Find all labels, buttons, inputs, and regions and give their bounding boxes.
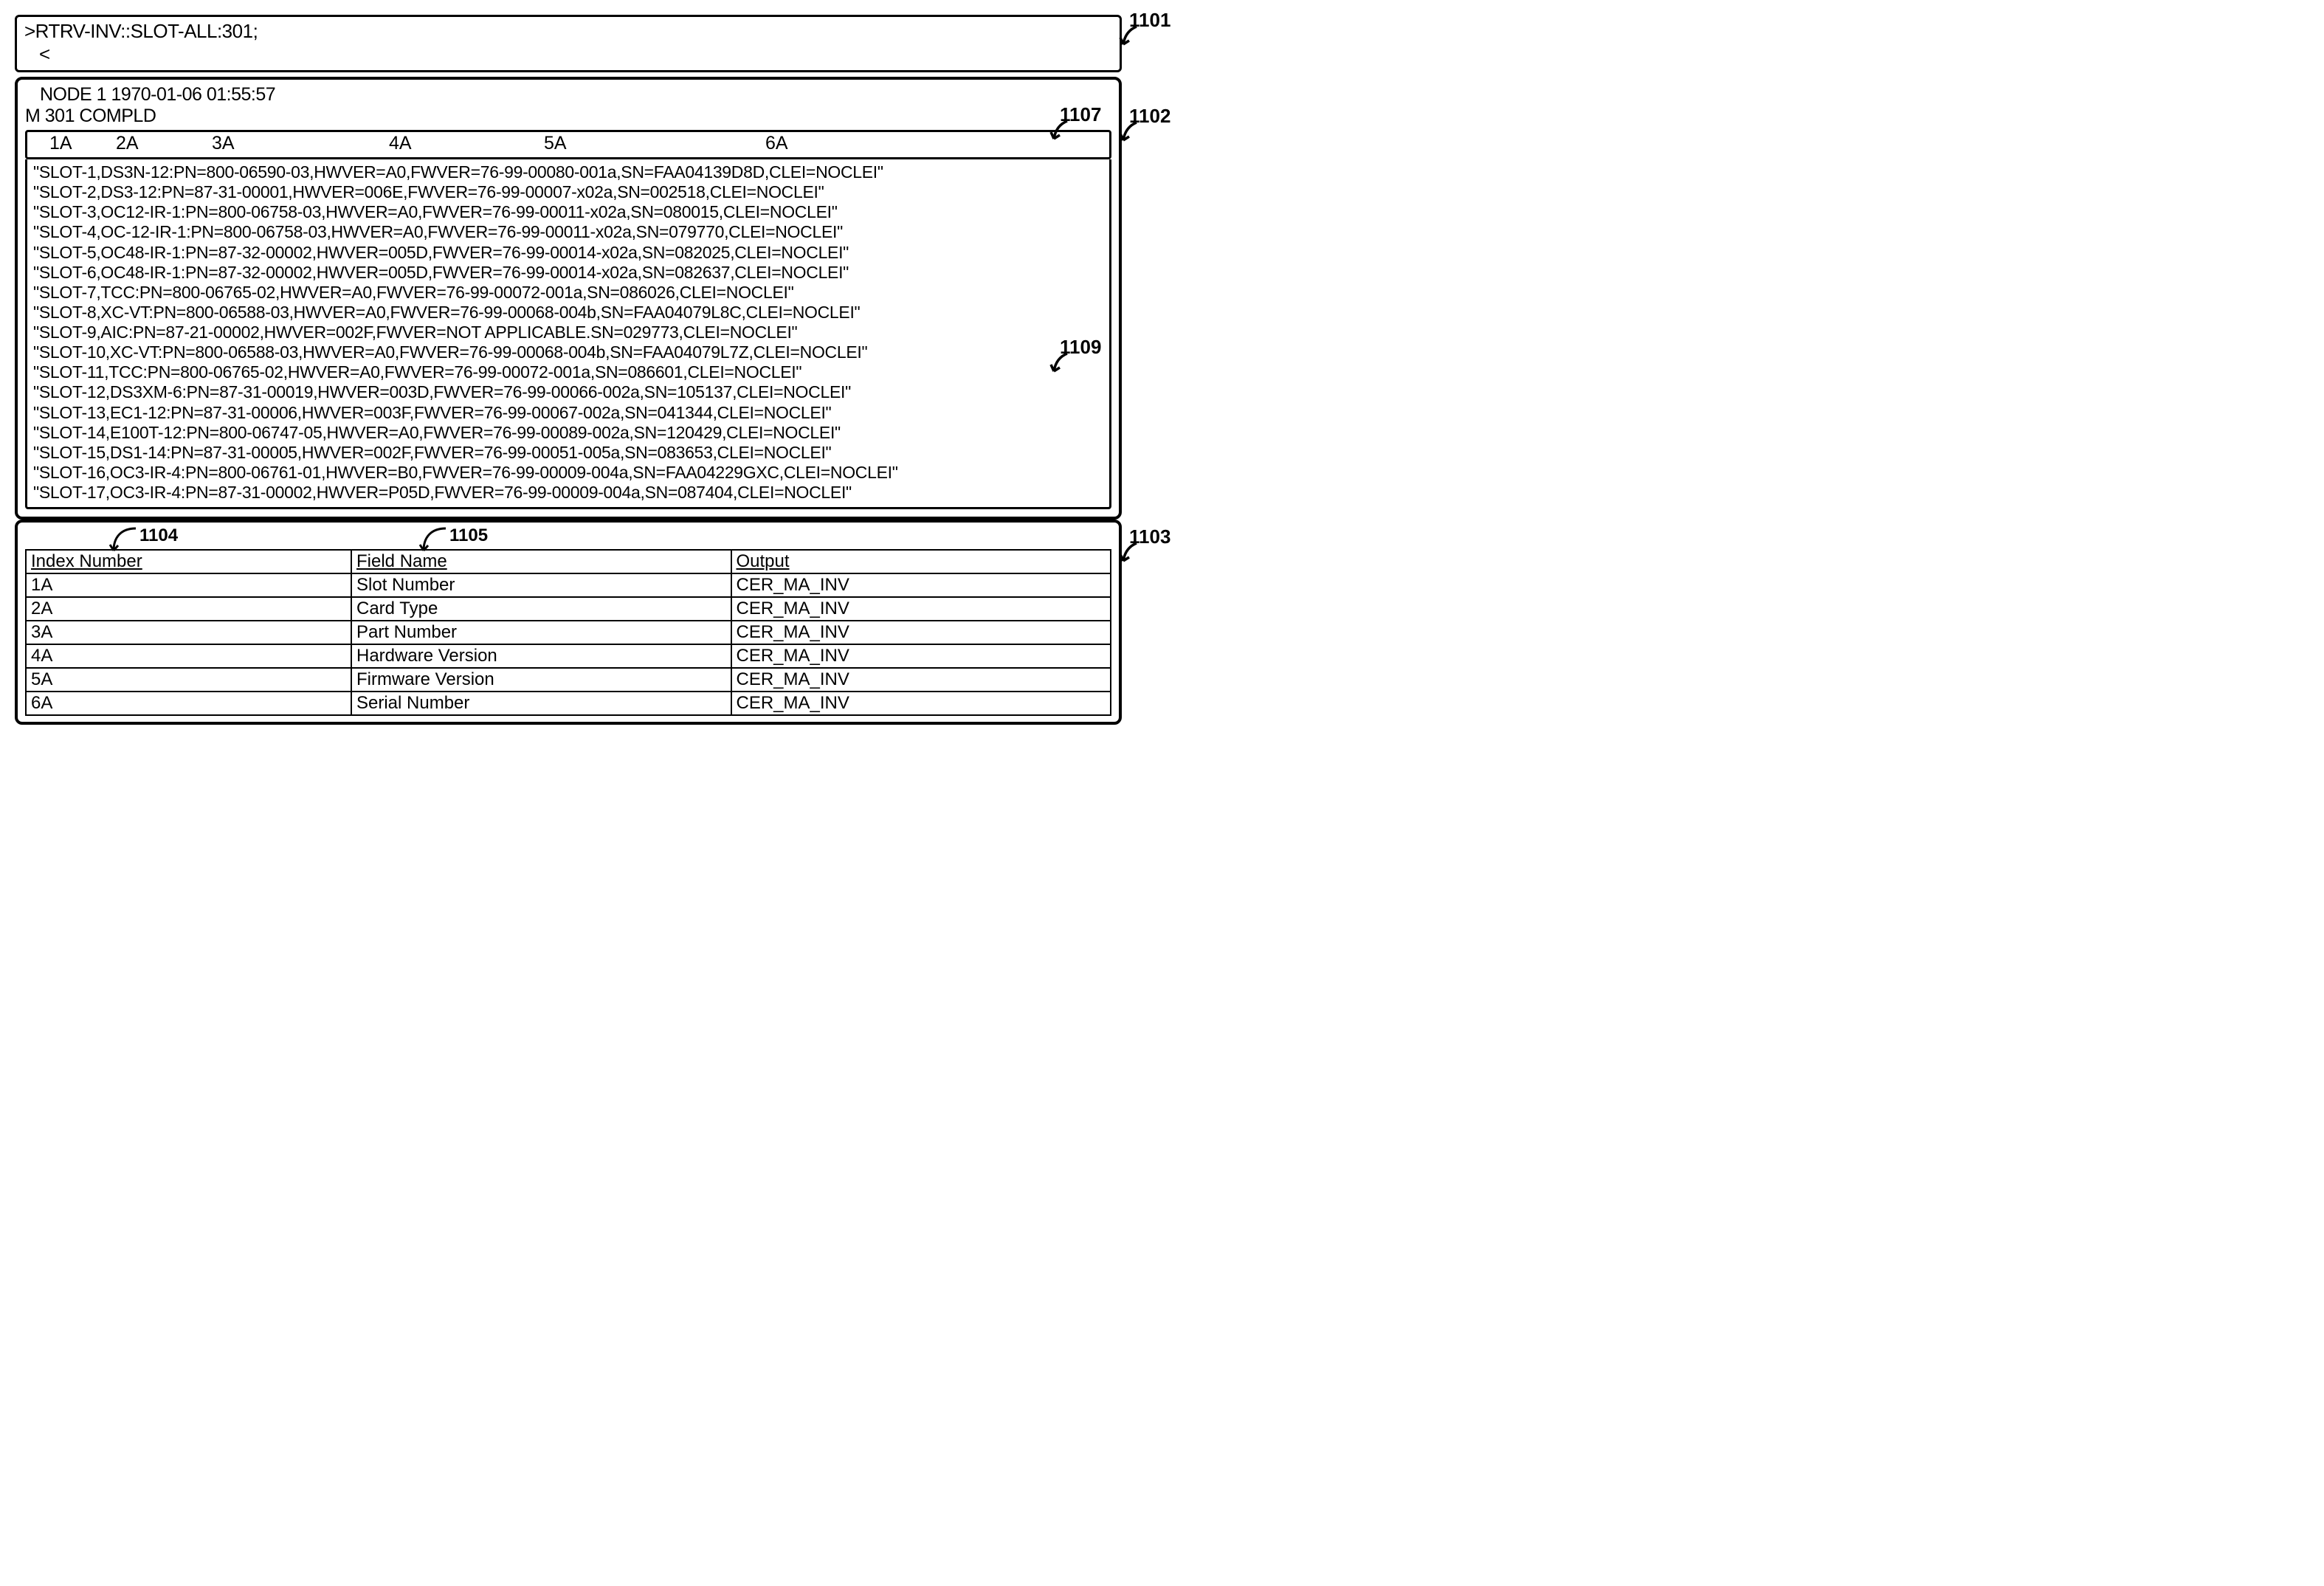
table-cell: Serial Number	[351, 692, 731, 715]
table-header: Field Name	[351, 550, 731, 573]
inventory-row: "SLOT-7,TCC:PN=800-06765-02,HWVER=A0,FWV…	[33, 283, 1103, 303]
table-cell: CER_MA_INV	[731, 668, 1111, 692]
hook-1102	[1120, 121, 1139, 143]
hook-1103	[1120, 542, 1139, 564]
table-row: 6ASerial NumberCER_MA_INV	[26, 692, 1111, 715]
table-cell: Part Number	[351, 621, 731, 644]
inventory-row: "SLOT-12,DS3XM-6:PN=87-31-00019,HWVER=00…	[33, 382, 1103, 402]
table-cell: Card Type	[351, 597, 731, 621]
inventory-row: "SLOT-1,DS3N-12:PN=800-06590-03,HWVER=A0…	[33, 162, 1103, 182]
inventory-row: "SLOT-3,OC12-IR-1:PN=800-06758-03,HWVER=…	[33, 202, 1103, 222]
table-cell: CER_MA_INV	[731, 573, 1111, 597]
inventory-row: "SLOT-14,E100T-12:PN=800-06747-05,HWVER=…	[33, 423, 1103, 443]
table-cell: 1A	[26, 573, 351, 597]
command-line: >RTRV-INV::SLOT-ALL:301;	[24, 20, 1112, 43]
column-header: 5A	[544, 133, 567, 154]
inventory-row: "SLOT-8,XC-VT:PN=800-06588-03,HWVER=A0,F…	[33, 303, 1103, 323]
table-cell: 2A	[26, 597, 351, 621]
table-header: Output	[731, 550, 1111, 573]
table-row: 4AHardware VersionCER_MA_INV	[26, 644, 1111, 668]
hook-1107	[1051, 120, 1070, 142]
column-header: 6A	[765, 133, 788, 154]
inventory-row: "SLOT-6,OC48-IR-1:PN=87-32-00002,HWVER=0…	[33, 263, 1103, 283]
table-cell: 5A	[26, 668, 351, 692]
column-header: 4A	[389, 133, 412, 154]
status-line: M 301 COMPLD	[25, 106, 1111, 127]
command-box: >RTRV-INV::SLOT-ALL:301; <	[15, 15, 1122, 72]
table-cell: CER_MA_INV	[731, 644, 1111, 668]
inventory-row: "SLOT-16,OC3-IR-4:PN=800-06761-01,HWVER=…	[33, 463, 1103, 483]
callout-1104: 1104	[139, 525, 178, 546]
table-row: 5AFirmware VersionCER_MA_INV	[26, 668, 1111, 692]
inventory-row: "SLOT-13,EC1-12:PN=87-31-00006,HWVER=003…	[33, 403, 1103, 423]
diagram-canvas: >RTRV-INV::SLOT-ALL:301; < NODE 1 1970-0…	[15, 15, 1122, 725]
table-row: 1ASlot NumberCER_MA_INV	[26, 573, 1111, 597]
callout-1105: 1105	[449, 525, 488, 546]
inventory-row: "SLOT-5,OC48-IR-1:PN=87-32-00002,HWVER=0…	[33, 243, 1103, 263]
table-row: 2ACard TypeCER_MA_INV	[26, 597, 1111, 621]
inventory-row: "SLOT-15,DS1-14:PN=87-31-00005,HWVER=002…	[33, 443, 1103, 463]
hook-1101	[1120, 25, 1139, 47]
prompt-caret: <	[39, 43, 1112, 66]
column-header: 3A	[212, 133, 235, 154]
inventory-row: "SLOT-4,OC-12-IR-1:PN=800-06758-03,HWVER…	[33, 222, 1103, 242]
table-cell: CER_MA_INV	[731, 621, 1111, 644]
inventory-row: "SLOT-10,XC-VT:PN=800-06588-03,HWVER=A0,…	[33, 342, 1103, 362]
inventory-row: "SLOT-9,AIC:PN=87-21-00002,HWVER=002F,FW…	[33, 323, 1103, 342]
inventory-row: "SLOT-2,DS3-12:PN=87-31-00001,HWVER=006E…	[33, 182, 1103, 202]
node-line: NODE 1 1970-01-06 01:55:57	[25, 84, 1111, 106]
inventory-data-block: "SLOT-1,DS3N-12:PN=800-06590-03,HWVER=A0…	[25, 159, 1111, 509]
inventory-row: "SLOT-17,OC3-IR-4:PN=87-31-00002,HWVER=P…	[33, 483, 1103, 503]
table-header: Index Number	[26, 550, 351, 573]
table-cell: 4A	[26, 644, 351, 668]
column-header: 2A	[116, 133, 139, 154]
output-box: NODE 1 1970-01-06 01:55:57 M 301 COMPLD …	[15, 77, 1122, 520]
inventory-row: "SLOT-11,TCC:PN=800-06765-02,HWVER=A0,FW…	[33, 362, 1103, 382]
hook-1109	[1051, 352, 1070, 374]
table-cell: Hardware Version	[351, 644, 731, 668]
table-cell: CER_MA_INV	[731, 692, 1111, 715]
table-cell: Slot Number	[351, 573, 731, 597]
field-table-box: 1104 1105 Index NumberField NameOutput1A…	[15, 520, 1122, 725]
table-cell: Firmware Version	[351, 668, 731, 692]
table-row: 3APart NumberCER_MA_INV	[26, 621, 1111, 644]
field-table: Index NumberField NameOutput1ASlot Numbe…	[25, 549, 1111, 716]
column-header: 1A	[49, 133, 72, 154]
table-callout-strip: 1104 1105	[25, 527, 1111, 549]
table-cell: 3A	[26, 621, 351, 644]
table-cell: 6A	[26, 692, 351, 715]
table-cell: CER_MA_INV	[731, 597, 1111, 621]
column-header-row: 1A 2A 3A 4A 5A 6A	[25, 130, 1111, 159]
